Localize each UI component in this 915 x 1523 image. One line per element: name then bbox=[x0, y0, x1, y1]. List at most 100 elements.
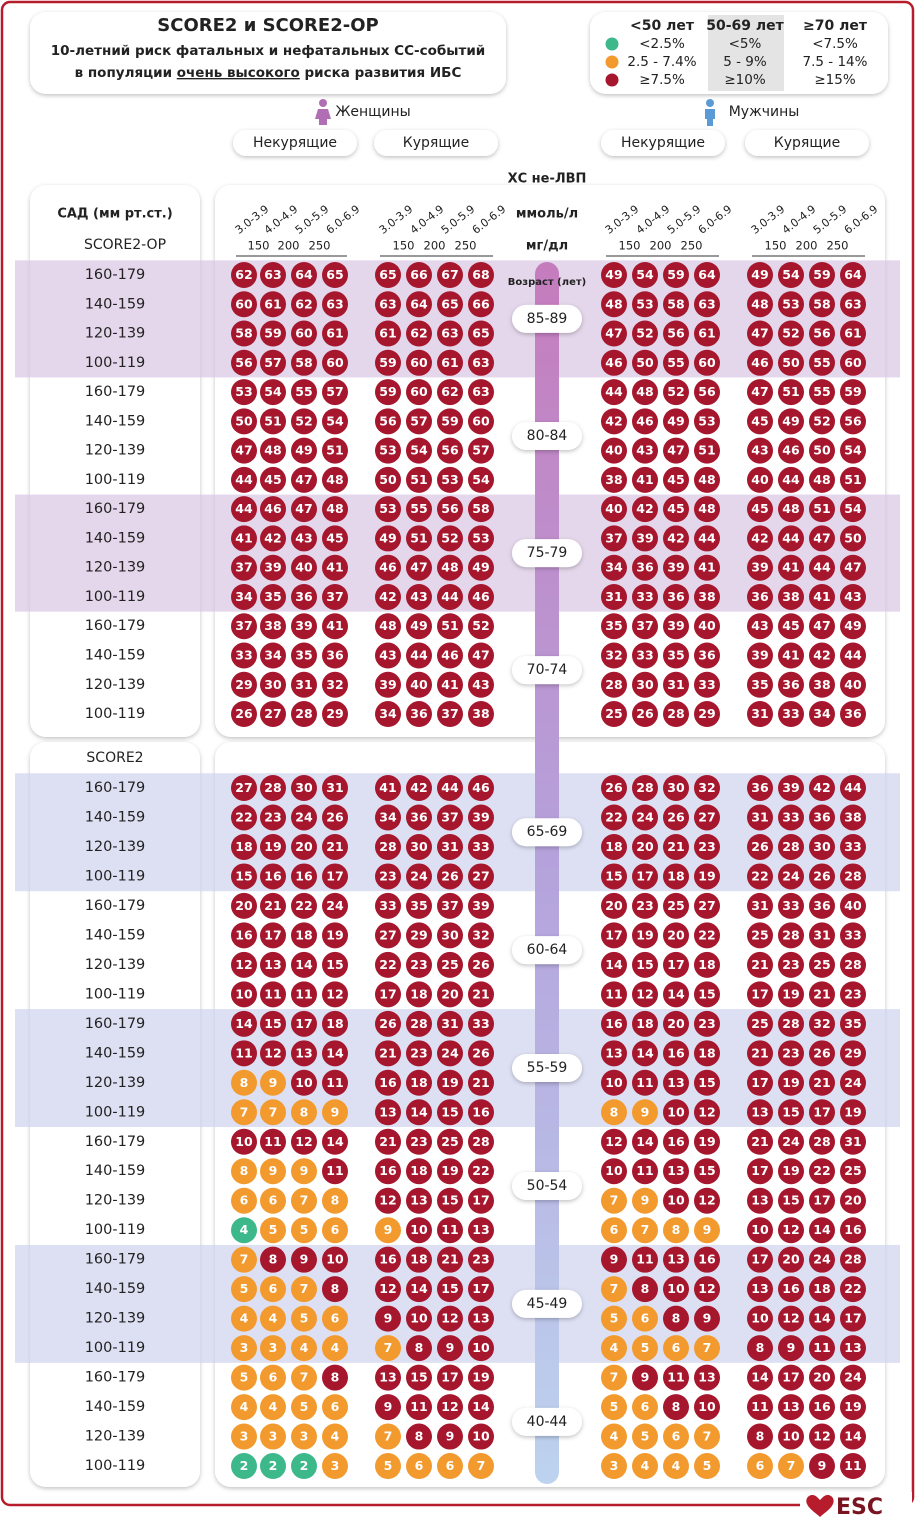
risk-value: 37 bbox=[441, 898, 458, 913]
risk-value: 22 bbox=[698, 927, 715, 942]
risk-value: 52 bbox=[636, 326, 653, 341]
risk-value: 51 bbox=[410, 530, 427, 545]
risk-cell bbox=[375, 863, 401, 890]
risk-value: 7 bbox=[384, 1340, 393, 1355]
risk-cell bbox=[601, 1099, 627, 1126]
risk-cell bbox=[809, 642, 835, 669]
risk-cell bbox=[375, 1246, 401, 1273]
risk-cell bbox=[231, 349, 257, 376]
risk-value: 49 bbox=[379, 530, 396, 545]
risk-cell bbox=[694, 1364, 720, 1391]
risk-cell bbox=[406, 1040, 432, 1067]
risk-cell bbox=[778, 1040, 804, 1067]
sbp-label: 160-179 bbox=[85, 267, 146, 283]
risk-cell bbox=[291, 981, 317, 1008]
risk-cell bbox=[840, 1364, 866, 1391]
sbp-label: 120-139 bbox=[85, 839, 146, 855]
risk-value: 50 bbox=[782, 355, 800, 370]
risk-value: 11 bbox=[605, 986, 622, 1001]
risk-cell bbox=[375, 291, 401, 318]
risk-cell bbox=[375, 1040, 401, 1067]
risk-cell bbox=[747, 1069, 773, 1096]
risk-value: 24 bbox=[326, 898, 344, 913]
risk-value: 11 bbox=[636, 1163, 653, 1178]
group-name: Женщины bbox=[335, 104, 410, 120]
risk-cell bbox=[260, 466, 286, 493]
risk-cell bbox=[601, 775, 627, 801]
risk-cell bbox=[231, 892, 257, 919]
risk-value: 28 bbox=[782, 839, 799, 854]
risk-cell bbox=[778, 437, 804, 464]
risk-cell bbox=[601, 1010, 627, 1037]
risk-value: 15 bbox=[698, 1075, 715, 1090]
risk-cell bbox=[632, 613, 658, 640]
risk-cell bbox=[840, 1158, 866, 1185]
risk-value: 3 bbox=[240, 1340, 249, 1355]
risk-value: 50 bbox=[235, 413, 253, 428]
risk-value: 57 bbox=[264, 355, 281, 370]
risk-value: 21 bbox=[751, 957, 768, 972]
risk-value: 47 bbox=[295, 501, 312, 516]
risk-cell bbox=[632, 349, 658, 376]
risk-cell bbox=[694, 671, 720, 698]
risk-value: 28 bbox=[844, 1252, 861, 1267]
text: очень высокого bbox=[177, 65, 300, 81]
risk-cell bbox=[809, 1394, 835, 1421]
risk-cell bbox=[663, 1040, 689, 1067]
risk-value: 35 bbox=[751, 677, 768, 692]
risk-value: 21 bbox=[667, 839, 684, 854]
risk-value: 7 bbox=[703, 1429, 712, 1444]
risk-value: 20 bbox=[844, 1193, 862, 1208]
risk-value: 26 bbox=[667, 809, 685, 824]
risk-cell bbox=[840, 775, 866, 801]
risk-value: 7 bbox=[269, 1104, 278, 1119]
risk-cell bbox=[231, 1099, 257, 1126]
risk-value: 23 bbox=[636, 898, 653, 913]
risk-cell bbox=[291, 262, 317, 288]
risk-value: 10 bbox=[410, 1222, 428, 1237]
risk-cell bbox=[468, 291, 494, 318]
risk-cell bbox=[322, 1305, 348, 1332]
risk-value: 59 bbox=[667, 267, 684, 282]
risk-value: 18 bbox=[295, 927, 312, 942]
risk-cell bbox=[468, 1246, 494, 1273]
risk-cell bbox=[468, 922, 494, 949]
risk-cell bbox=[663, 1010, 689, 1037]
risk-cell bbox=[322, 892, 348, 919]
risk-cell bbox=[747, 833, 773, 860]
risk-cell bbox=[663, 671, 689, 698]
age-pill bbox=[512, 1289, 582, 1318]
risk-value: 33 bbox=[472, 839, 489, 854]
risk-cell bbox=[663, 804, 689, 831]
risk-cell bbox=[231, 671, 257, 698]
risk-cell bbox=[437, 981, 463, 1008]
risk-value: 63 bbox=[326, 296, 343, 311]
risk-cell bbox=[322, 1453, 348, 1480]
risk-value: 31 bbox=[441, 839, 458, 854]
risk-cell bbox=[291, 613, 317, 640]
risk-cell bbox=[694, 833, 720, 860]
sbp-label: 100-119 bbox=[85, 1222, 146, 1238]
risk-cell bbox=[778, 1394, 804, 1421]
sbp-label: 140-159 bbox=[85, 927, 146, 943]
risk-value: 36 bbox=[813, 898, 831, 913]
risk-cell bbox=[468, 951, 494, 978]
risk-value: 61 bbox=[379, 326, 396, 341]
risk-value: 56 bbox=[441, 501, 459, 516]
risk-cell bbox=[375, 951, 401, 978]
risk-value: 4 bbox=[610, 1340, 619, 1355]
risk-value: 30 bbox=[667, 780, 685, 795]
risk-cell bbox=[747, 775, 773, 801]
risk-value: 5 bbox=[703, 1458, 712, 1473]
risk-cell bbox=[468, 775, 494, 801]
risk-cell bbox=[632, 701, 658, 728]
risk-cell bbox=[260, 833, 286, 860]
risk-value: 4 bbox=[300, 1340, 309, 1355]
risk-cell bbox=[437, 951, 463, 978]
risk-value: 5 bbox=[300, 1399, 309, 1414]
risk-value: 16 bbox=[844, 1222, 862, 1237]
risk-cell bbox=[406, 833, 432, 860]
risk-value: 3 bbox=[331, 1458, 340, 1473]
risk-cell bbox=[663, 1069, 689, 1096]
risk-cell bbox=[468, 1335, 494, 1362]
